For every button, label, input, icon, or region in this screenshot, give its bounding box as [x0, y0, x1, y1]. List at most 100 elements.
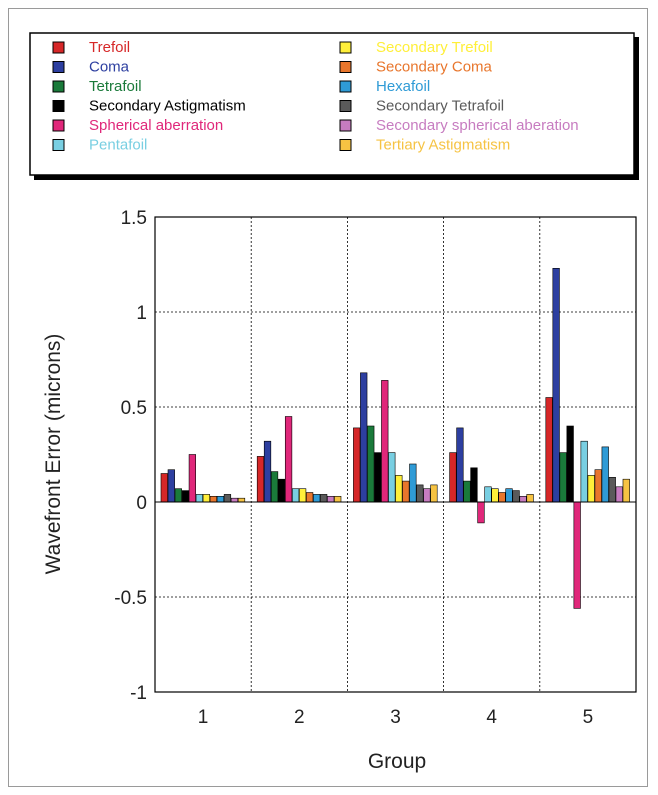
bar-trefoil-group-5	[545, 397, 553, 503]
legend-shadow-right	[634, 37, 639, 180]
bar-secondary-tetrafoil-group-2	[320, 494, 328, 503]
bar-spherical-aberration-group-1	[188, 454, 196, 503]
bar-secondary-tetrafoil-group-4	[512, 490, 520, 503]
legend-swatch-spherical-aberration	[52, 119, 65, 132]
legend-label-secondary-spherical-aberation: Secondary spherical aberation	[376, 117, 579, 134]
bar-hexafoil-group-2	[313, 494, 321, 503]
bar-secondary-trefoil-group-3	[395, 475, 403, 503]
bar-coma-group-3	[360, 372, 368, 503]
x-tick-label: 3	[390, 707, 401, 728]
bar-secondary-trefoil-group-1	[202, 494, 211, 503]
legend-swatch-coma	[52, 61, 65, 73]
legend-swatch-secondary-coma	[339, 61, 352, 73]
bar-secondary-coma-group-5	[594, 469, 602, 503]
legend: Trefoil Coma Tetrafoil Secondary Astigmatis…	[29, 32, 639, 180]
legend-swatch-trefoil	[52, 41, 65, 54]
bar-secondary-spherical-aberation-group-4	[519, 495, 527, 503]
x-tick-label: 5	[583, 707, 594, 728]
bar-pentafoil-group-4	[484, 486, 492, 503]
legend-swatch-tertiary-astigmatism	[339, 139, 352, 151]
legend-label-secondary-tetrafoil: Secondary Tetrafoil	[376, 98, 504, 115]
bar-coma-group-1	[167, 469, 175, 503]
bar-secondary-tetrafoil-group-1	[223, 494, 232, 503]
legend-box	[29, 32, 635, 176]
x-tick-label: 1	[198, 707, 209, 728]
legend-label-spherical-aberration: Spherical aberration	[89, 117, 223, 134]
bar-secondary-astigmatism-group-1	[181, 490, 189, 503]
bar-tertiary-astigmatism-group-5	[622, 478, 630, 503]
bar-secondary-spherical-aberation-group-3	[423, 488, 431, 503]
legend-swatch-secondary-astigmatism	[52, 100, 65, 112]
figure-frame	[8, 8, 648, 787]
bar-secondary-astigmatism-group-5	[566, 425, 574, 503]
legend-swatch-tetrafoil	[52, 80, 65, 93]
y-tick-label: 1.5	[121, 208, 147, 229]
bar-hexafoil-group-4	[505, 488, 513, 503]
bar-spherical-aberration-group-5	[573, 501, 581, 609]
bar-secondary-trefoil-group-5	[587, 475, 595, 503]
bar-secondary-coma-group-2	[306, 492, 314, 503]
x-tick-labels: 1 2 3 4 5	[198, 707, 593, 728]
legend-swatch-hexafoil	[339, 80, 352, 93]
bar-pentafoil-group-3	[388, 452, 396, 503]
bar-secondary-spherical-aberation-group-5	[615, 486, 623, 503]
bar-secondary-astigmatism-group-2	[277, 478, 286, 503]
legend-label-tetrafoil: Tetrafoil	[89, 78, 142, 95]
bar-tetrafoil-group-2	[270, 471, 279, 503]
bar-pentafoil-group-2	[291, 488, 300, 503]
y-axis-label: Wavefront Error (microns)	[42, 334, 65, 575]
bar-coma-group-5	[552, 267, 560, 503]
bar-trefoil-group-1	[160, 473, 168, 503]
bar-tetrafoil-group-4	[463, 480, 471, 503]
bar-pentafoil-group-1	[195, 494, 203, 503]
bar-secondary-coma-group-1	[209, 495, 218, 503]
y-tick-label: 1	[136, 303, 147, 324]
bar-spherical-aberration-group-4	[477, 501, 485, 524]
x-tick-label: 4	[486, 707, 497, 728]
legend-label-coma: Coma	[89, 59, 130, 76]
legend-swatch-secondary-tetrafoil	[339, 100, 352, 112]
bar-trefoil-group-4	[449, 452, 457, 503]
bar-secondary-spherical-aberation-group-1	[230, 497, 239, 503]
bar-tertiary-astigmatism-group-3	[430, 484, 438, 503]
legend-label-pentafoil: Pentafoil	[89, 137, 147, 154]
bar-tertiary-astigmatism-group-1	[237, 497, 246, 503]
bars	[160, 267, 630, 609]
bar-hexafoil-group-5	[601, 446, 609, 503]
bar-tetrafoil-group-5	[559, 452, 567, 503]
bar-secondary-tetrafoil-group-5	[608, 476, 616, 503]
bar-secondary-coma-group-3	[402, 480, 410, 503]
bar-coma-group-4	[456, 427, 464, 503]
y-tick-labels: 1.5 1 0.5 0 -0.5 -1	[114, 208, 147, 704]
y-tick-label: -1	[130, 683, 147, 704]
x-axis-label: Group	[368, 750, 426, 773]
bar-trefoil-group-3	[353, 427, 361, 503]
legend-shadow-bottom	[34, 175, 638, 180]
y-tick-label: -0.5	[114, 588, 147, 609]
legend-swatch-secondary-spherical-aberation	[339, 119, 352, 132]
bar-secondary-tetrafoil-group-3	[416, 484, 424, 503]
bar-tertiary-astigmatism-group-2	[334, 495, 342, 503]
bar-secondary-spherical-aberation-group-2	[327, 495, 335, 503]
bar-tertiary-astigmatism-group-4	[526, 494, 534, 503]
bar-hexafoil-group-1	[216, 495, 225, 503]
bar-tetrafoil-group-1	[174, 488, 182, 503]
legend-label-hexafoil: Hexafoil	[376, 78, 430, 95]
bar-trefoil-group-2	[256, 456, 265, 503]
bar-secondary-astigmatism-group-4	[470, 467, 478, 503]
bar-spherical-aberration-group-3	[381, 380, 389, 503]
bar-secondary-astigmatism-group-3	[374, 452, 382, 503]
bar-secondary-coma-group-4	[498, 492, 506, 503]
bar-spherical-aberration-group-2	[284, 416, 293, 503]
y-tick-label: 0	[136, 493, 147, 514]
bar-secondary-trefoil-group-2	[298, 488, 307, 503]
legend-label-secondary-coma: Secondary Coma	[376, 59, 493, 76]
legend-swatch-secondary-trefoil	[339, 41, 352, 54]
y-tick-label: 0.5	[121, 398, 147, 419]
bar-coma-group-2	[263, 440, 272, 503]
x-tick-label: 2	[294, 707, 305, 728]
legend-label-trefoil: Trefoil	[89, 39, 130, 56]
bar-pentafoil-group-5	[580, 440, 588, 503]
bar-secondary-trefoil-group-4	[491, 488, 499, 503]
